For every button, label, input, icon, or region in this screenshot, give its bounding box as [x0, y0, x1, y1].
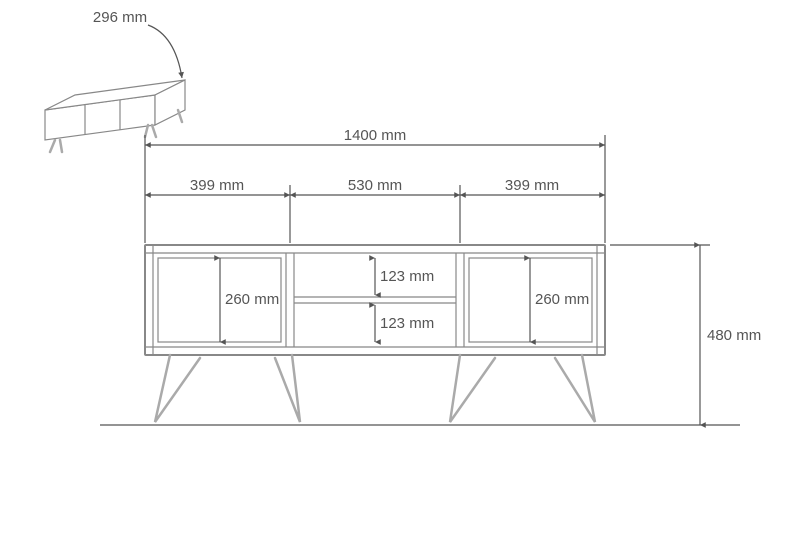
isometric-inset: 296 mm	[45, 9, 185, 152]
mid-width-label: 530 mm	[348, 177, 402, 194]
lower-shelf-label: 123 mm	[380, 315, 434, 332]
right-width-label: 399 mm	[505, 177, 559, 194]
upper-shelf-label: 123 mm	[380, 268, 434, 285]
depth-label: 296 mm	[93, 9, 147, 26]
technical-drawing: 296 mm	[0, 0, 800, 533]
front-elevation: 1400 mm 399 mm 530 mm 399 mm 260 mm 260 …	[100, 127, 761, 425]
left-door-height-label: 260 mm	[225, 291, 279, 308]
overall-height-label: 480 mm	[707, 327, 761, 344]
legs	[155, 355, 595, 422]
left-width-label: 399 mm	[190, 177, 244, 194]
right-door-height-label: 260 mm	[535, 291, 589, 308]
overall-width-label: 1400 mm	[344, 127, 407, 144]
